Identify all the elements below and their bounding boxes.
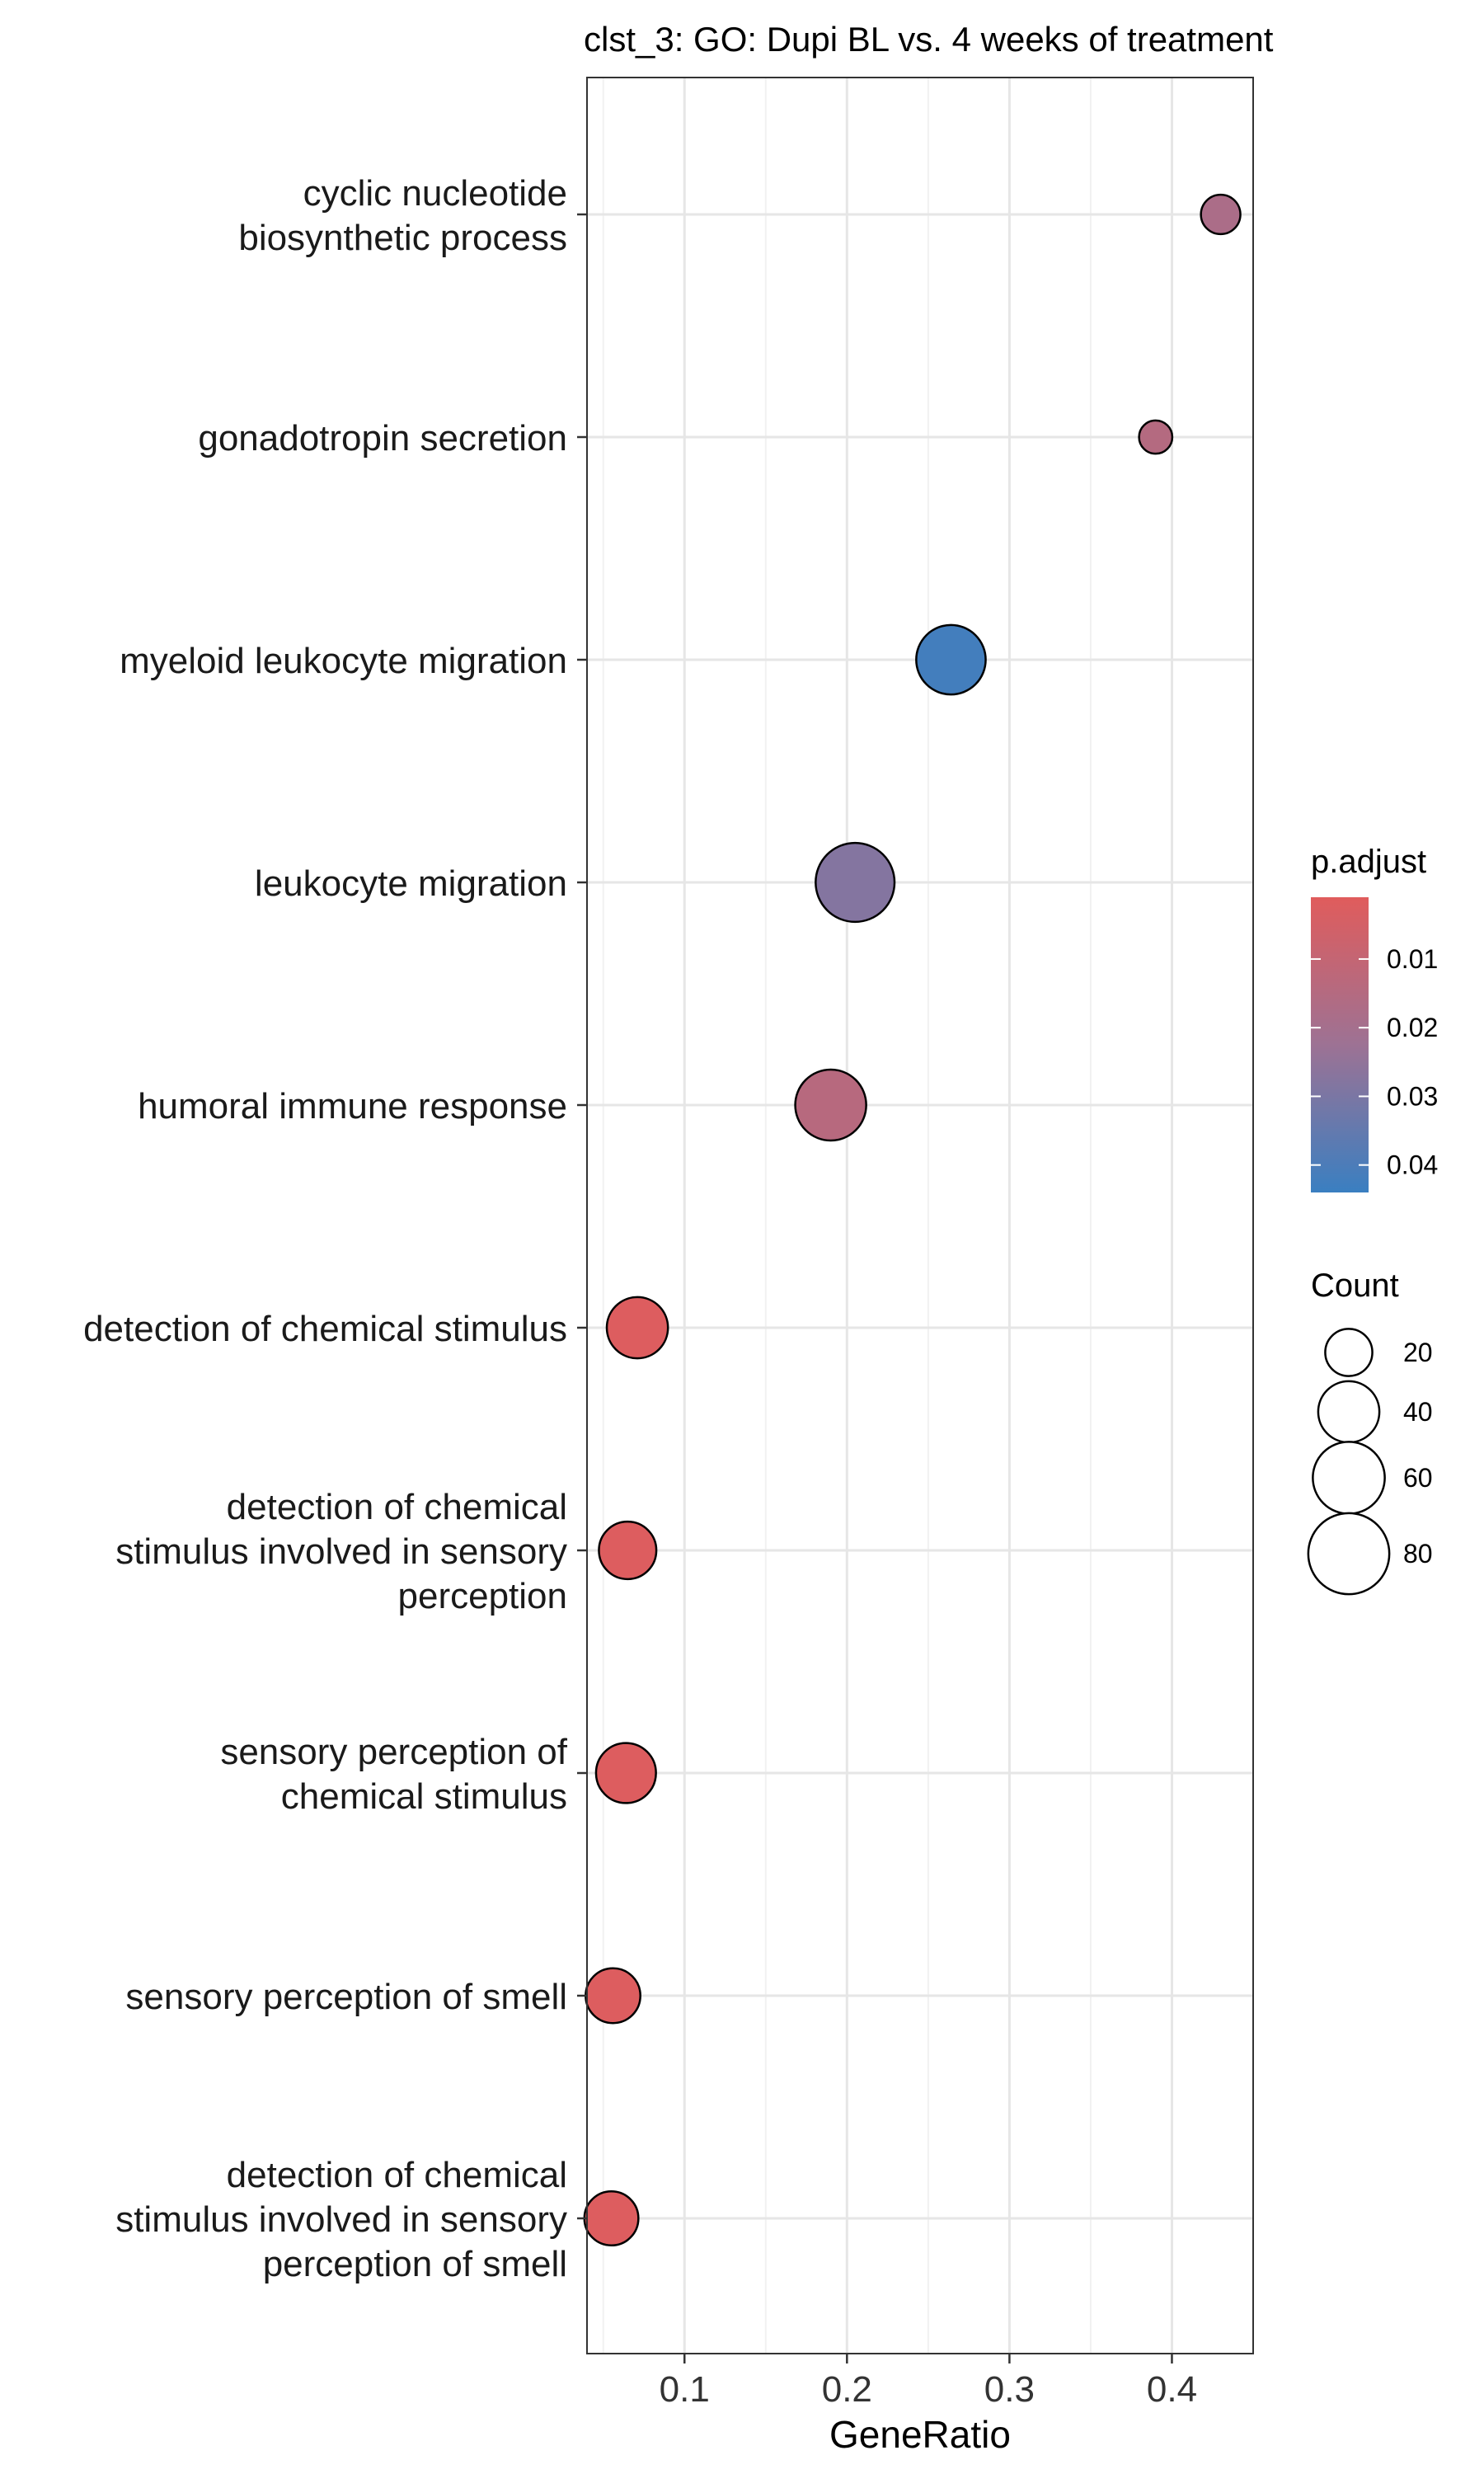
x-tick-label: 0.4 — [1147, 2369, 1197, 2410]
size-legend-label: 80 — [1403, 1539, 1433, 1569]
y-tick-label: sensory perception of smell — [125, 1977, 567, 2017]
size-legend-key — [1324, 1328, 1374, 1377]
size-legend-label: 40 — [1403, 1397, 1433, 1427]
y-tick-label: perception of smell — [263, 2244, 567, 2284]
panel-background — [587, 78, 1253, 2354]
y-tick-label: biosynthetic process — [238, 218, 567, 258]
data-point — [598, 1520, 658, 1581]
size-legend-key — [1312, 1441, 1386, 1515]
color-legend-bar — [1311, 897, 1369, 1192]
color-legend-label: 0.03 — [1387, 1081, 1438, 1111]
size-legend-keys: 20 40 60 80 — [1307, 1328, 1433, 1596]
y-tick-label: stimulus involved in sensory — [115, 2199, 567, 2240]
data-point — [794, 1068, 867, 1142]
x-tick-label: 0.2 — [822, 2369, 872, 2410]
color-legend-label: 0.01 — [1387, 944, 1438, 974]
x-tick-label: 0.3 — [984, 2369, 1035, 2410]
y-tick-label: chemical stimulus — [281, 1776, 567, 1817]
color-legend-label: 0.02 — [1387, 1013, 1438, 1042]
color-legend-label: 0.04 — [1387, 1150, 1438, 1180]
y-tick-label: cyclic nucleotide — [303, 173, 567, 214]
y-tick-label: leukocyte migration — [255, 863, 567, 904]
color-legend-ticks: 0.01 0.02 0.03 0.04 — [1311, 944, 1438, 1180]
grid-lines — [587, 78, 1253, 2354]
chart-title: clst_3: GO: Dupi BL vs. 4 weeks of treat… — [584, 20, 1274, 59]
y-tick-label: detection of chemical — [227, 2155, 567, 2195]
data-point — [583, 2189, 640, 2247]
y-axis-ticks — [577, 213, 587, 2220]
x-tick-label: 0.1 — [660, 2369, 710, 2410]
size-legend-label: 60 — [1403, 1463, 1433, 1493]
x-axis-title: GeneRatio — [829, 2413, 1011, 2456]
data-point — [1200, 193, 1242, 236]
size-legend-title: Count — [1311, 1268, 1399, 1304]
data-point — [605, 1296, 669, 1360]
data-points — [583, 193, 1242, 2247]
y-tick-label: perception — [398, 1576, 567, 1616]
y-tick-label: humoral immune response — [138, 1086, 567, 1126]
y-tick-label: myeloid leukocyte migration — [120, 641, 567, 681]
color-legend-title: p.adjust — [1311, 844, 1426, 880]
size-legend-label: 20 — [1403, 1338, 1433, 1367]
y-tick-label: detection of chemical stimulus — [83, 1309, 567, 1349]
size-legend-key — [1317, 1380, 1381, 1444]
data-point — [815, 841, 896, 924]
y-tick-label: stimulus involved in sensory — [115, 1531, 567, 1572]
size-legend-key — [1307, 1512, 1391, 1596]
panel-border — [586, 77, 1254, 2354]
data-point — [585, 1967, 641, 2025]
x-axis-ticks: 0.1 0.2 0.3 0.4 — [660, 2354, 1197, 2410]
y-tick-label: sensory perception of — [220, 1732, 567, 1772]
y-tick-label: detection of chemical — [227, 1487, 567, 1527]
data-point — [1138, 419, 1174, 455]
data-point — [915, 623, 987, 696]
y-tick-label: gonadotropin secretion — [198, 418, 567, 459]
data-point — [594, 1742, 657, 1804]
